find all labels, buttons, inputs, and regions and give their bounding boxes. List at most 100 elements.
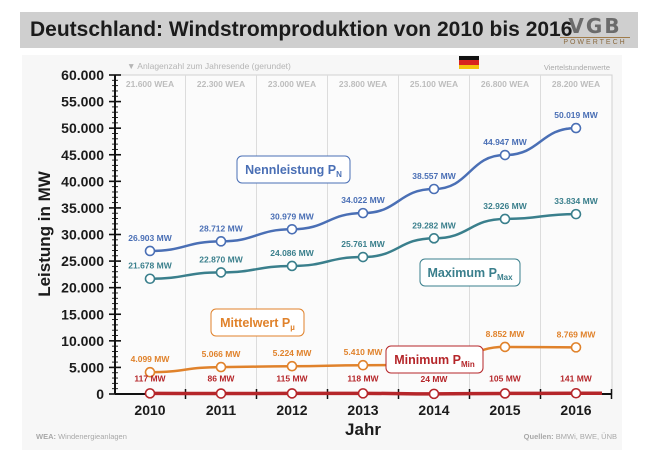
data-label: 5.410 MW (344, 347, 384, 357)
data-point (286, 260, 298, 272)
wea-count-label: 26.800 WEA (481, 79, 529, 89)
data-label: 50.019 MW (554, 110, 598, 120)
data-point (357, 388, 369, 399)
logo-sub-text: POWERTECH (560, 37, 630, 47)
y-tick-label: 10.000 (61, 333, 104, 349)
data-point (428, 233, 440, 244)
data-point (286, 223, 298, 235)
x-tick-label: 2016 (560, 402, 591, 418)
legend-label: Maximum PMax (427, 266, 513, 282)
legend-box (210, 308, 305, 337)
x-tick-label: 2010 (134, 402, 165, 418)
data-label: 118 MW (347, 373, 379, 383)
data-label: 8.769 MW (557, 329, 597, 339)
data-point (570, 387, 582, 399)
data-label: 105 MW (489, 373, 522, 383)
wea-note: ▼ Anlagenzahl zum Jahresende (gerundet) (127, 61, 291, 71)
data-point (570, 122, 582, 134)
plot-area (114, 74, 613, 395)
data-point (428, 183, 440, 195)
legend-label: Mittelwert Pµ (220, 316, 295, 332)
data-point (428, 388, 440, 400)
legend-label: Nennleistung PN (245, 163, 342, 179)
data-point (570, 208, 582, 220)
germany-flag-icon (459, 56, 479, 69)
data-point (215, 267, 227, 278)
y-axis-label: Leistung in MW (35, 170, 54, 297)
page-title: Deutschland: Windstromproduktion von 201… (30, 18, 573, 41)
data-label: 24.086 MW (270, 248, 314, 258)
data-point (570, 342, 582, 353)
y-tick-label: 0 (96, 386, 104, 402)
wea-count-label: 28.200 WEA (552, 79, 600, 89)
data-label: 8.852 MW (486, 329, 526, 339)
data-point (499, 149, 511, 161)
data-label: 5.066 MW (202, 349, 242, 359)
data-point (144, 273, 156, 285)
data-label: 24 MW (421, 374, 449, 384)
y-tick-label: 15.000 (61, 306, 104, 322)
data-label: 38.557 MW (412, 171, 456, 181)
data-label: 21.678 MW (128, 261, 172, 271)
y-tick-label: 45.000 (61, 147, 104, 163)
legend-label: Minimum PMin (394, 353, 475, 369)
x-tick-label: 2015 (489, 402, 520, 418)
y-tick-label: 5.000 (69, 359, 104, 375)
data-label: 32.926 MW (483, 201, 527, 211)
header-bar: Deutschland: Windstromproduktion von 201… (20, 12, 638, 48)
y-tick-label: 60.000 (61, 67, 104, 83)
x-tick-label: 2014 (418, 402, 449, 418)
x-tick-label: 2012 (276, 402, 307, 418)
data-label: 29.282 MW (412, 220, 456, 230)
data-label: 30.979 MW (270, 211, 314, 221)
data-label: 4.099 MW (131, 354, 171, 364)
data-point (215, 361, 227, 373)
data-label: 28.712 MW (199, 223, 243, 233)
data-label: 44.947 MW (483, 137, 527, 147)
footnote: WEA: Windenergieanlagen (36, 432, 127, 441)
x-axis-label: Jahr (345, 420, 381, 439)
x-tick-label: 2013 (347, 402, 378, 418)
data-point (215, 236, 227, 247)
wea-count-label: 23.000 WEA (268, 79, 316, 89)
quarter-hour-note: Viertelstundenwerte (544, 63, 610, 72)
sources-note: Quellen: BMWi, BWE, ÜNB (524, 432, 617, 441)
y-tick-label: 25.000 (61, 253, 104, 269)
wea-count-label: 22.300 WEA (197, 79, 245, 89)
data-point (357, 207, 369, 219)
data-label: 33.834 MW (554, 196, 598, 206)
y-tick-label: 35.000 (61, 200, 104, 216)
data-point (357, 251, 369, 263)
legend-box (419, 258, 521, 287)
data-label: 86 MW (208, 374, 236, 384)
data-label: 117 MW (134, 373, 166, 383)
data-label: 115 MW (276, 373, 308, 383)
x-tick-label: 2011 (206, 402, 237, 418)
y-tick-label: 40.000 (61, 173, 104, 189)
data-label: 141 MW (560, 373, 593, 383)
data-point (144, 388, 156, 399)
wea-count-label: 21.600 WEA (126, 79, 174, 89)
data-point (286, 360, 298, 372)
data-point (144, 366, 156, 378)
data-label: 22.870 MW (199, 254, 243, 264)
y-tick-label: 20.000 (61, 280, 104, 296)
data-label: 25.761 MW (341, 239, 385, 249)
logo-main-text: VGB (568, 14, 622, 38)
data-point (286, 388, 298, 399)
wea-count-label: 23.800 WEA (339, 79, 387, 89)
data-point (357, 359, 369, 371)
data-point (499, 213, 511, 225)
y-tick-label: 30.000 (61, 227, 104, 243)
vgb-logo: VGB POWERTECH (560, 15, 630, 47)
y-tick-label: 50.000 (61, 120, 104, 136)
wea-count-label: 25.100 WEA (410, 79, 458, 89)
y-tick-label: 55.000 (61, 94, 104, 110)
legend-box (385, 345, 484, 374)
data-point (499, 341, 511, 353)
data-point (144, 245, 156, 257)
data-label: 26.903 MW (128, 233, 172, 243)
data-label: 34.022 MW (341, 195, 385, 205)
legend-box (236, 155, 351, 184)
